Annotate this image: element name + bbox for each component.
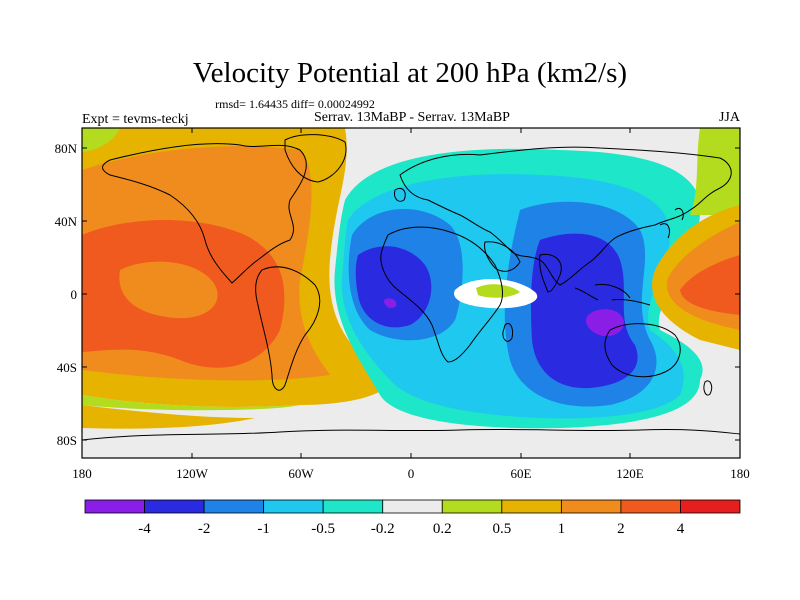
x-tick-120e: 120E: [616, 466, 644, 481]
negative-region-4-west: [384, 298, 397, 308]
chart-title: Velocity Potential at 200 hPa (km2/s): [193, 57, 627, 89]
positive-region-0p2-south: [82, 395, 300, 411]
y-tick-80n: 80N: [55, 141, 78, 156]
positive-cell-core: [476, 284, 520, 298]
x-axis: 180 120W 60W 0 60E 120E 180: [72, 466, 750, 481]
colorbar-swatch: [322, 499, 384, 514]
colorbar-swatch: [84, 499, 145, 514]
negative-region-2-east: [530, 233, 638, 389]
colorbar-swatch: [144, 499, 205, 514]
colorbar-label: 2: [617, 521, 625, 537]
positive-region-2-south: [180, 321, 258, 366]
south-polar-band: [82, 436, 740, 458]
negative-region-2-west: [355, 246, 432, 328]
colorbar-label: 1: [558, 521, 566, 537]
colorbar-swatch: [441, 499, 503, 514]
positive-region-1-inner: [119, 261, 218, 319]
x-tick-marks: [191, 128, 631, 458]
colorbar-label: -1: [257, 521, 270, 537]
colorbar-swatch: [620, 499, 681, 514]
colorbar-swatch: [382, 499, 443, 514]
contour-field: [82, 128, 740, 458]
colorbar-label: -4: [138, 521, 151, 537]
colorbar-label: -0.5: [311, 521, 335, 537]
x-tick-120w: 120W: [176, 466, 209, 481]
colorbar-label: 0.5: [492, 521, 511, 537]
colorbar-label: 4: [677, 521, 685, 537]
y-tick-40s: 40S: [57, 360, 77, 375]
stats-line: rmsd= 1.64435 diff= 0.00024992: [215, 97, 375, 111]
colorbar: -4 -2 -1 -0.5 -0.2 0.2 0.5 1 2 4: [84, 499, 741, 537]
y-tick-80s: 80S: [57, 433, 77, 448]
x-tick-180e: 180: [730, 466, 750, 481]
colorbar-label: 0.2: [433, 521, 452, 537]
negative-region-4-east: [586, 309, 624, 337]
y-tick-40n: 40N: [55, 214, 78, 229]
coastlines: [82, 134, 740, 441]
colorbar-swatch: [680, 499, 741, 514]
colorbar-swatch: [501, 499, 562, 514]
colorbar-swatch: [560, 499, 622, 514]
south-polar-band-edge: [82, 405, 255, 429]
positive-region-0p2-north: [82, 128, 120, 152]
x-tick-0: 0: [408, 466, 415, 481]
y-tick-0: 0: [71, 287, 78, 302]
colorbar-label: -0.2: [371, 521, 395, 537]
colorbar-swatch: [263, 499, 324, 514]
x-tick-60e: 60E: [511, 466, 532, 481]
y-axis: 80N 40N 0 40S 80S: [55, 141, 78, 448]
positive-region-east-2: [680, 255, 740, 315]
x-tick-60w: 60W: [288, 466, 314, 481]
experiment-comparison-label: Serrav. 13MaBP - Serrav. 13MaBP: [314, 110, 510, 125]
positive-region-east-0p2: [690, 128, 740, 215]
y-tick-marks: [82, 147, 740, 441]
x-tick-180w: 180: [72, 466, 92, 481]
colorbar-swatch: [203, 499, 265, 514]
season-label: JJA: [719, 110, 741, 125]
colorbar-label: -2: [198, 521, 211, 537]
expt-label: Expt = tevms-teckj: [82, 112, 189, 127]
